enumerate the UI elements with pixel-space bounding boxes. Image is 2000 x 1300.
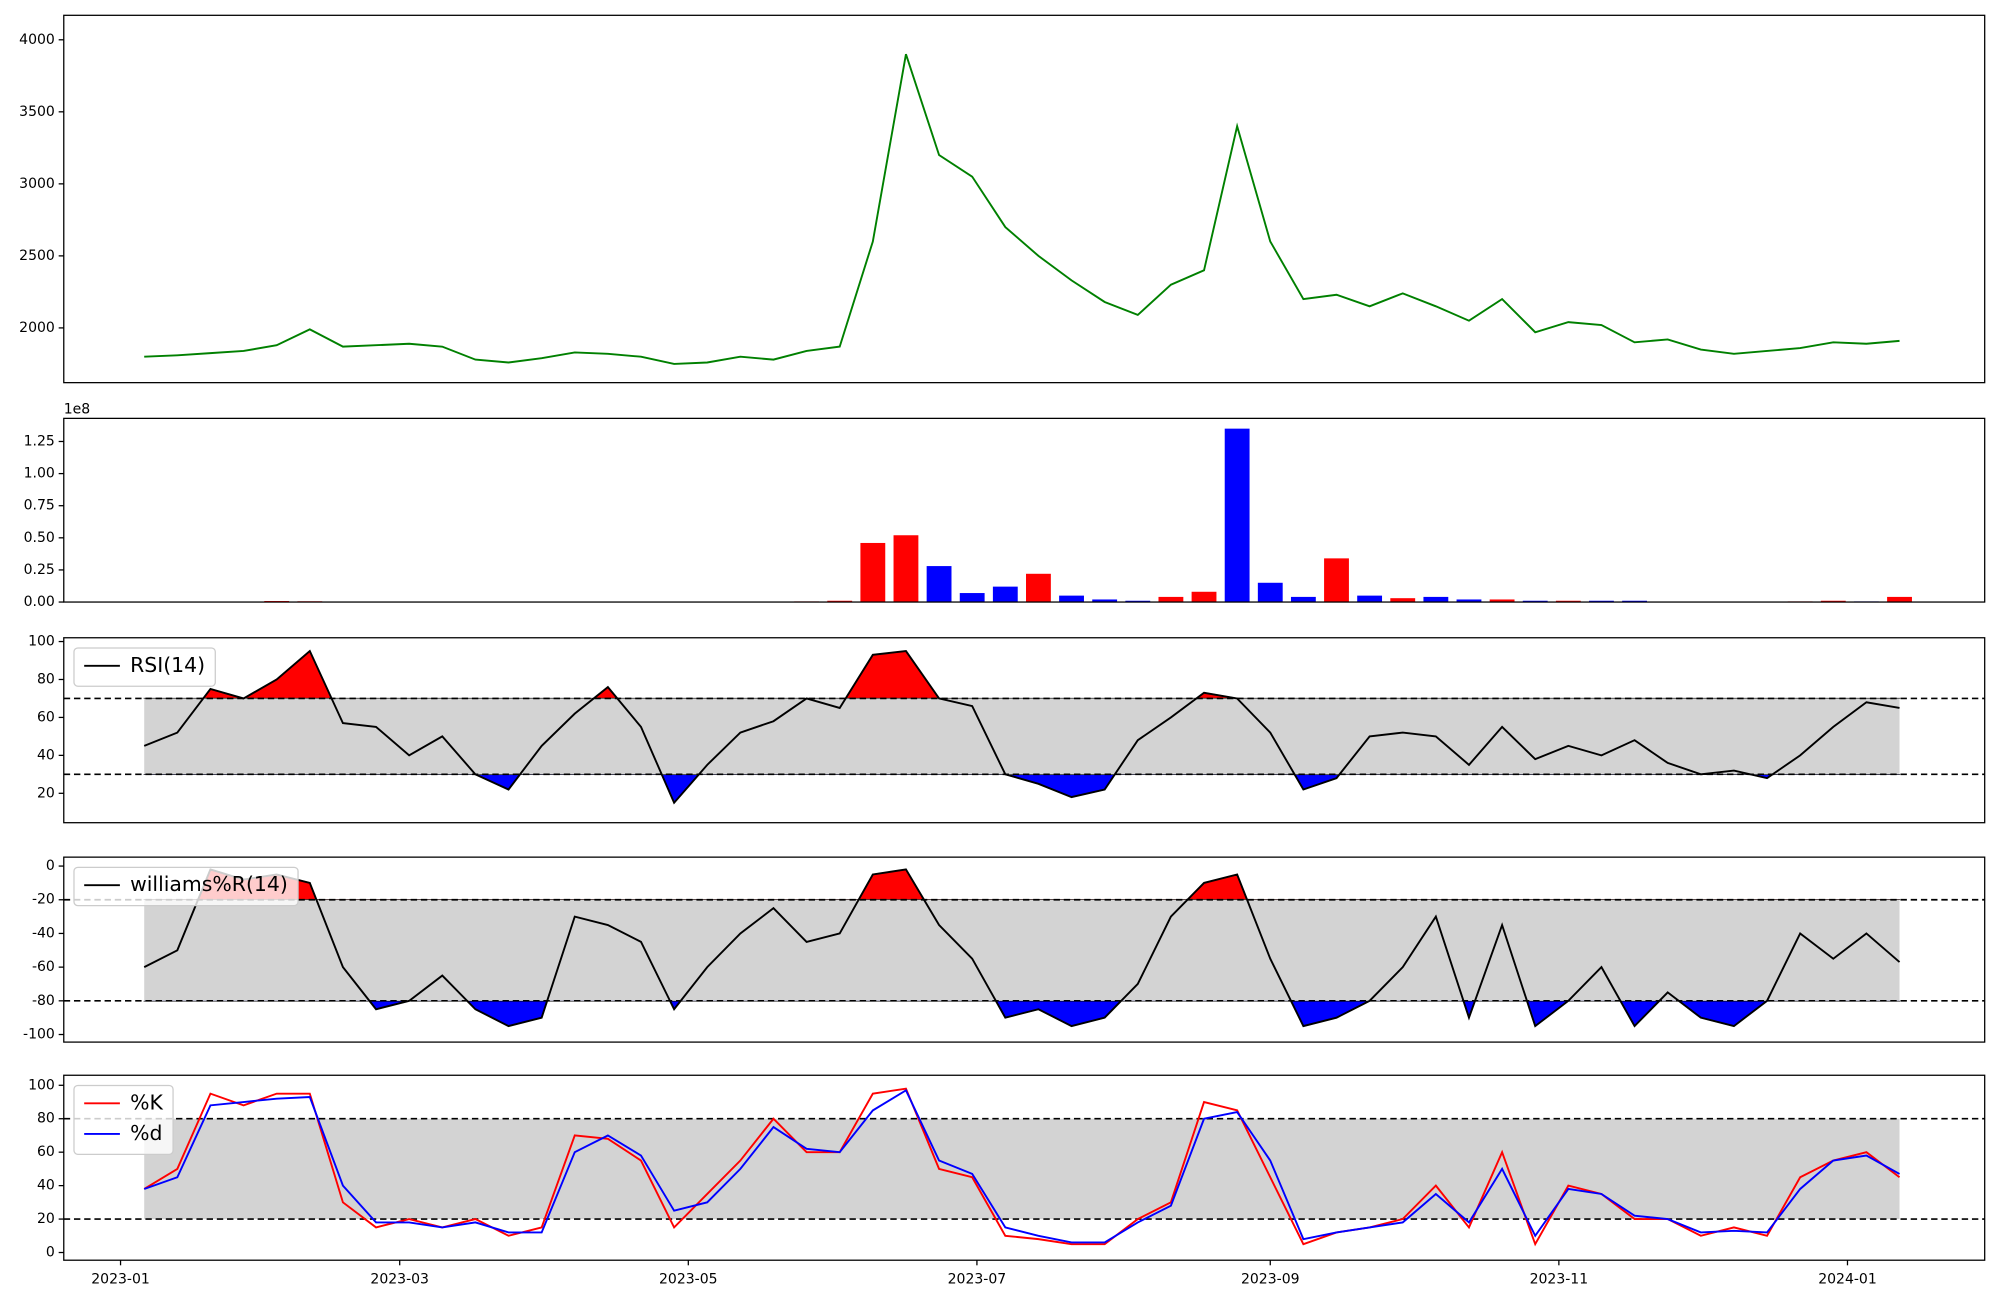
volume-bar bbox=[926, 566, 952, 603]
volume-bar bbox=[1423, 596, 1449, 603]
price-line bbox=[144, 53, 1900, 365]
neutral-band bbox=[144, 1118, 1900, 1220]
y-tick-label: -80 bbox=[32, 993, 55, 1009]
y-tick-label: 2500 bbox=[19, 248, 55, 264]
volume-bar bbox=[1622, 600, 1647, 603]
legend: williams%R(14) bbox=[73, 866, 299, 907]
y-tick-label: 20 bbox=[37, 1211, 55, 1227]
legend: RSI(14) bbox=[73, 647, 216, 687]
volume-bar bbox=[1224, 428, 1250, 603]
plot-area bbox=[63, 1087, 1985, 1247]
x-tick-label: 2023-01 bbox=[91, 1271, 150, 1287]
y-tick-label: 0 bbox=[46, 858, 55, 874]
panel: williams%R(14) -100 -80 -60 -40 -20 0 bbox=[23, 856, 1986, 1043]
y-tick-label: 80 bbox=[37, 1111, 55, 1127]
y-tick-label: 4000 bbox=[19, 32, 55, 48]
y-tick-label: -60 bbox=[32, 959, 55, 975]
x-tick-label: 2024-01 bbox=[1818, 1271, 1877, 1287]
indicator-line bbox=[143, 649, 1900, 805]
upper-fill bbox=[143, 868, 1901, 900]
y-tick-label: 60 bbox=[37, 1144, 55, 1160]
volume-bar bbox=[1257, 582, 1283, 603]
legend-box bbox=[73, 866, 299, 907]
y-tick-label: 20 bbox=[37, 785, 55, 801]
y-tick-label: 3000 bbox=[19, 176, 55, 192]
x-tick-label: 2023-11 bbox=[1530, 1271, 1589, 1287]
volume-bar bbox=[1887, 596, 1912, 603]
panel: 0.00 0.25 0.50 0.75 1.00 1.25 1e8 bbox=[24, 401, 1986, 610]
volume-bar bbox=[1026, 573, 1051, 603]
volume-bar bbox=[959, 593, 985, 603]
volume-bar bbox=[1059, 595, 1084, 603]
y-tick-label: 1.25 bbox=[24, 433, 55, 449]
volume-bar bbox=[1125, 600, 1151, 603]
volume-bar bbox=[1290, 596, 1316, 603]
indicator-line bbox=[143, 1088, 1900, 1244]
plot-area bbox=[131, 428, 1912, 603]
y-tick-label: 0.25 bbox=[24, 562, 55, 578]
plot-area bbox=[63, 868, 1985, 1028]
x-tick-label: 2023-07 bbox=[948, 1271, 1007, 1287]
volume-bar bbox=[1324, 558, 1349, 603]
y-tick-label: 100 bbox=[28, 1077, 55, 1093]
x-tick-label: 2023-03 bbox=[370, 1271, 429, 1287]
volume-bar bbox=[1489, 599, 1515, 603]
indicator-line bbox=[143, 868, 1901, 1028]
upper-fill bbox=[143, 649, 1901, 699]
y-tick-label: 0 bbox=[46, 1245, 55, 1261]
y-tick-label: 60 bbox=[37, 709, 55, 725]
y-tick-label: -100 bbox=[23, 1027, 55, 1043]
axes-frame bbox=[63, 856, 1986, 1043]
legend: %K %d bbox=[73, 1084, 174, 1155]
axes-frame bbox=[63, 417, 1986, 603]
y-tick-label: 80 bbox=[37, 671, 55, 687]
y-tick-label: -40 bbox=[32, 925, 55, 941]
volume-bar bbox=[893, 535, 919, 603]
volume-bar bbox=[1522, 600, 1548, 603]
volume-bar bbox=[1092, 599, 1118, 603]
y-tick-label: -20 bbox=[32, 892, 55, 908]
axes-frame bbox=[63, 637, 1986, 824]
panel: %K %d 0 20 40 60 80 100 2023-01 2023-03 2023-05 202… bbox=[28, 1074, 1986, 1287]
neutral-band bbox=[144, 698, 1900, 775]
legend-label: %K bbox=[130, 1090, 163, 1114]
y-tick-label: 3500 bbox=[19, 104, 55, 120]
volume-bar bbox=[1357, 595, 1383, 603]
y-tick-label: 40 bbox=[37, 747, 55, 763]
volume-bar bbox=[1158, 596, 1184, 603]
y-tick-label: 0.00 bbox=[24, 594, 55, 610]
legend-label: RSI(14) bbox=[130, 653, 205, 677]
y-tick-label: 40 bbox=[37, 1178, 55, 1194]
panel: RSI(14) 20 40 60 80 100 bbox=[28, 634, 1986, 824]
legend-label: %d bbox=[130, 1121, 162, 1145]
neutral-band bbox=[144, 899, 1900, 1001]
x-tick-label: 2023-05 bbox=[659, 1271, 718, 1287]
legend-box bbox=[73, 647, 216, 687]
y-tick-label: 0.50 bbox=[24, 530, 55, 546]
y-tick-label: 2000 bbox=[19, 320, 55, 336]
plot-area bbox=[63, 649, 1985, 805]
volume-bar bbox=[1456, 599, 1482, 603]
volume-bar bbox=[1589, 600, 1614, 603]
volume-bar bbox=[1390, 598, 1416, 603]
axes-frame bbox=[63, 14, 1986, 384]
volume-bar bbox=[1191, 591, 1217, 603]
legend-label: williams%R(14) bbox=[130, 872, 288, 896]
axis-offset-label: 1e8 bbox=[64, 401, 90, 417]
volume-bar bbox=[860, 542, 886, 603]
axes-frame bbox=[63, 1074, 1986, 1261]
volume-bar bbox=[1555, 600, 1581, 603]
x-tick-label: 2023-09 bbox=[1241, 1271, 1300, 1287]
y-tick-label: 0.75 bbox=[24, 498, 55, 514]
panel: 2000 2500 3000 3500 4000 bbox=[19, 14, 1986, 384]
volume-bar bbox=[992, 586, 1018, 603]
y-tick-label: 1.00 bbox=[24, 466, 55, 482]
volume-bar bbox=[1820, 600, 1846, 603]
plot-area bbox=[144, 53, 1900, 365]
y-tick-label: 100 bbox=[28, 634, 55, 650]
volume-bar bbox=[827, 600, 853, 603]
